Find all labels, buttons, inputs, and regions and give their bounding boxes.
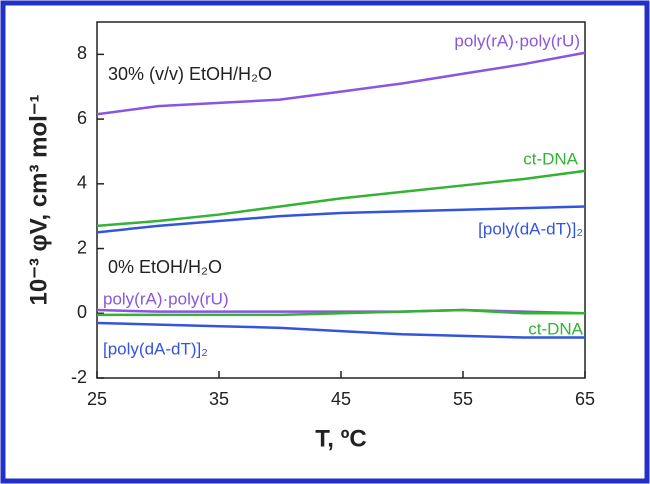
series-line: [96, 169, 586, 228]
series-label: [poly(dA-dT)]₂: [478, 219, 583, 238]
y-axis-label: 10⁻³ φV, cm³ mol⁻¹: [25, 94, 52, 305]
x-tick-label: 45: [331, 389, 351, 409]
y-tick-label: 4: [77, 173, 87, 193]
annotation: 30% (v/v) EtOH/H₂O: [108, 64, 272, 84]
series-label: [poly(dA-dT)]₂: [103, 339, 208, 358]
y-tick-label: -2: [71, 367, 87, 387]
y-tick-label: 6: [77, 108, 87, 128]
y-tick-label: 8: [77, 43, 87, 63]
series-line: [96, 51, 586, 116]
series-label: poly(rA)·poly(rU): [454, 31, 580, 50]
series-line: [97, 308, 585, 317]
x-tick-label: 35: [209, 389, 229, 409]
series-line: [96, 321, 585, 339]
series-label: ct-DNA: [523, 149, 578, 168]
annotation: 0% EtOH/H₂O: [108, 257, 222, 277]
y-tick-label: 2: [77, 237, 87, 257]
y-tick-label: 0: [77, 302, 87, 322]
x-tick-label: 25: [87, 389, 107, 409]
series-label: poly(rA)·poly(rU): [103, 289, 229, 308]
x-tick-label: 65: [575, 389, 595, 409]
x-axis-label: T, ºC: [315, 425, 366, 452]
series-label: ct-DNA: [528, 319, 583, 338]
series-line: [96, 205, 586, 234]
x-tick-label: 55: [453, 389, 473, 409]
